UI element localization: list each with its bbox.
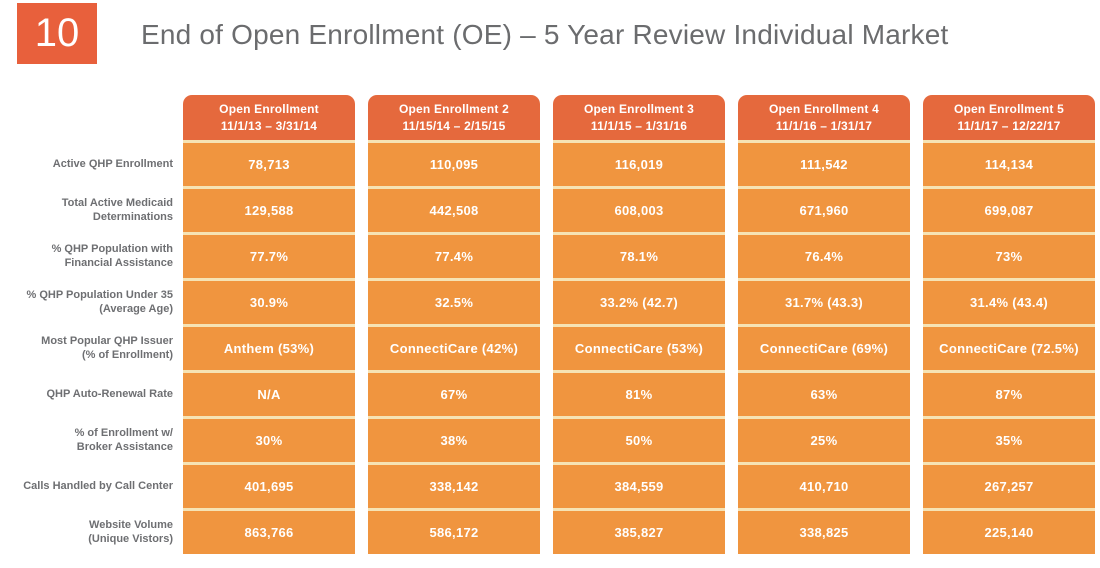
cell-value: 25%	[738, 416, 910, 462]
cell-value: 30.9%	[183, 278, 355, 324]
column-dates: 11/15/14 – 2/15/15	[402, 118, 506, 133]
cell-value: 110,095	[368, 140, 540, 186]
row-label-pct-under-35: % QHP Population Under 35 (Average Age)	[26, 288, 174, 315]
row-label-total-active-medicaid: Total Active Medicaid Determinations	[61, 196, 173, 223]
cell-value: 384,559	[553, 462, 725, 508]
cell-value: ConnectiCare (72.5%)	[923, 324, 1095, 370]
column-title: Open Enrollment 3	[583, 101, 695, 116]
column-open-enrollment-4: Open Enrollment 4 11/1/16 – 1/31/17 111,…	[738, 95, 910, 554]
cell-value: 38%	[368, 416, 540, 462]
page-title: End of Open Enrollment (OE) – 5 Year Rev…	[141, 19, 949, 50]
cell-value: 33.2% (42.7)	[553, 278, 725, 324]
cell-value: 63%	[738, 370, 910, 416]
column-header: Open Enrollment 4 11/1/16 – 1/31/17	[738, 95, 910, 140]
cell-value: 32.5%	[368, 278, 540, 324]
slide-number: 10	[34, 11, 80, 55]
cell-value: 50%	[553, 416, 725, 462]
column-dates: 11/1/17 – 12/22/17	[957, 118, 1061, 133]
column-open-enrollment-3: Open Enrollment 3 11/1/15 – 1/31/16 116,…	[553, 95, 725, 554]
column-dates: 11/1/15 – 1/31/16	[590, 118, 688, 133]
cell-value: ConnectiCare (42%)	[368, 324, 540, 370]
cell-value: 111,542	[738, 140, 910, 186]
slide-number-badge: 10	[17, 3, 97, 64]
cell-value: 225,140	[923, 508, 1095, 554]
cell-value: 385,827	[553, 508, 725, 554]
cell-value: 401,695	[183, 462, 355, 508]
cell-value: Anthem (53%)	[183, 324, 355, 370]
row-label-active-qhp-enrollment: Active QHP Enrollment	[52, 157, 173, 170]
column-header: Open Enrollment 11/1/13 – 3/31/14	[183, 95, 355, 140]
column-open-enrollment-2: Open Enrollment 2 11/15/14 – 2/15/15 110…	[368, 95, 540, 554]
cell-value: 87%	[923, 370, 1095, 416]
column-title: Open Enrollment 4	[768, 101, 880, 116]
cell-value: 31.7% (43.3)	[738, 278, 910, 324]
cell-value: ConnectiCare (53%)	[553, 324, 725, 370]
cell-value: 671,960	[738, 186, 910, 232]
cell-value: 129,588	[183, 186, 355, 232]
row-label-website-volume: Website Volume (Unique Vistors)	[88, 518, 173, 545]
cell-value: 67%	[368, 370, 540, 416]
cell-value: 338,142	[368, 462, 540, 508]
column-header: Open Enrollment 5 11/1/17 – 12/22/17	[923, 95, 1095, 140]
enrollment-table: Active QHP Enrollment Total Active Medic…	[0, 95, 1095, 554]
row-label-broker-assistance: % of Enrollment w/Broker Assistance	[74, 426, 173, 453]
column-open-enrollment-5: Open Enrollment 5 11/1/17 – 12/22/17 114…	[923, 95, 1095, 554]
cell-value: 73%	[923, 232, 1095, 278]
column-header: Open Enrollment 3 11/1/15 – 1/31/16	[553, 95, 725, 140]
cell-value: 77.4%	[368, 232, 540, 278]
column-dates: 11/1/16 – 1/31/17	[775, 118, 873, 133]
row-label-pct-financial-assistance: % QHP Population with Financial Assistanc…	[51, 242, 173, 269]
cell-value: 76.4%	[738, 232, 910, 278]
cell-value: 81%	[553, 370, 725, 416]
cell-value: 116,019	[553, 140, 725, 186]
row-label-spacer	[0, 95, 177, 140]
cell-value: 608,003	[553, 186, 725, 232]
column-dates: 11/1/13 – 3/31/14	[220, 118, 318, 133]
row-label-auto-renewal-rate: QHP Auto-Renewal Rate	[46, 387, 173, 400]
cell-value: 114,134	[923, 140, 1095, 186]
cell-value: N/A	[183, 370, 355, 416]
row-label-most-popular-issuer: Most Popular QHP Issuer (% of Enrollment)	[41, 334, 173, 361]
cell-value: 267,257	[923, 462, 1095, 508]
cell-value: ConnectiCare (69%)	[738, 324, 910, 370]
cell-value: 31.4% (43.4)	[923, 278, 1095, 324]
column-title: Open Enrollment	[219, 101, 319, 116]
cell-value: 410,710	[738, 462, 910, 508]
cell-value: 442,508	[368, 186, 540, 232]
cell-value: 77.7%	[183, 232, 355, 278]
cell-value: 863,766	[183, 508, 355, 554]
column-title: Open Enrollment 5	[953, 101, 1065, 116]
column-open-enrollment-1: Open Enrollment 11/1/13 – 3/31/14 78,713…	[183, 95, 355, 554]
cell-value: 78.1%	[553, 232, 725, 278]
cell-value: 586,172	[368, 508, 540, 554]
row-labels-column: Active QHP Enrollment Total Active Medic…	[0, 95, 177, 554]
cell-value: 78,713	[183, 140, 355, 186]
column-title: Open Enrollment 2	[398, 101, 510, 116]
cell-value: 699,087	[923, 186, 1095, 232]
cell-value: 338,825	[738, 508, 910, 554]
row-label-calls-handled: Calls Handled by Call Center	[23, 479, 173, 492]
cell-value: 35%	[923, 416, 1095, 462]
column-header: Open Enrollment 2 11/15/14 – 2/15/15	[368, 95, 540, 140]
cell-value: 30%	[183, 416, 355, 462]
